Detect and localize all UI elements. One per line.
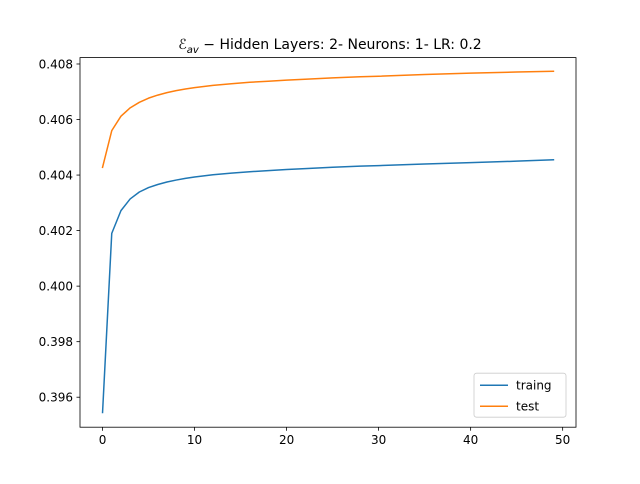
y-tick-label: 0.406 bbox=[39, 113, 73, 127]
title-subscript: av bbox=[187, 45, 200, 56]
plot-frame bbox=[79, 57, 577, 428]
x-tick-label: 30 bbox=[371, 433, 386, 447]
x-tick-label: 10 bbox=[187, 433, 202, 447]
axes-layer: 0 10 20 30 40 50 0.396 0.398 0.400 0.402 0.404 0.40… bbox=[39, 57, 577, 447]
x-tick-label: 20 bbox=[279, 433, 294, 447]
y-tick-label: 0.400 bbox=[39, 279, 73, 293]
series-line-test bbox=[101, 70, 555, 169]
x-tick-label: 50 bbox=[555, 433, 570, 447]
y-tick-label: 0.398 bbox=[39, 335, 73, 349]
title-symbol: ℰ bbox=[178, 37, 186, 53]
legend-label-test: test bbox=[516, 400, 539, 414]
y-tick-label: 0.402 bbox=[39, 224, 73, 238]
legend-label-traing: traing bbox=[516, 379, 552, 393]
x-tick-label: 40 bbox=[463, 433, 478, 447]
y-tick-label: 0.408 bbox=[39, 57, 73, 71]
series-layer bbox=[101, 70, 555, 414]
chart-title: ℰav − Hidden Layers: 2- Neurons: 1- LR: … bbox=[178, 37, 481, 56]
series-line-traing bbox=[101, 159, 555, 414]
y-tick-label: 0.404 bbox=[39, 168, 73, 182]
x-tick-label: 0 bbox=[99, 433, 107, 447]
legend: traing test bbox=[473, 372, 567, 418]
y-tick-label: 0.396 bbox=[39, 391, 73, 405]
title-text: − Hidden Layers: 2- Neurons: 1- LR: 0.2 bbox=[199, 37, 482, 53]
